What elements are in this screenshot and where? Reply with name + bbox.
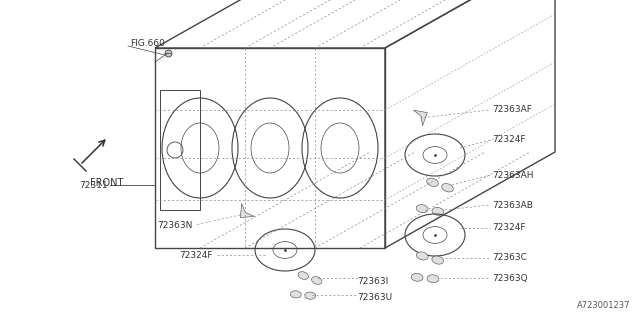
Polygon shape: [413, 110, 428, 126]
Text: 72324F: 72324F: [179, 251, 213, 260]
Text: 72324F: 72324F: [492, 223, 525, 233]
Text: A723001237: A723001237: [577, 301, 630, 310]
Polygon shape: [291, 291, 301, 298]
Text: FRONT: FRONT: [90, 178, 124, 188]
Text: 72363Q: 72363Q: [492, 274, 527, 283]
Text: 72363U: 72363U: [357, 293, 392, 302]
Text: 72324F: 72324F: [492, 135, 525, 145]
Text: 72363AB: 72363AB: [492, 201, 533, 210]
Text: 72363AH: 72363AH: [492, 171, 534, 180]
Polygon shape: [241, 204, 254, 218]
Polygon shape: [432, 207, 444, 215]
Polygon shape: [416, 204, 428, 212]
Polygon shape: [298, 272, 308, 279]
Polygon shape: [305, 292, 316, 299]
Text: 72363AF: 72363AF: [492, 106, 532, 115]
Text: 72363I: 72363I: [357, 277, 388, 286]
Text: 72363N: 72363N: [157, 220, 193, 229]
Polygon shape: [442, 184, 453, 192]
Text: 72363C: 72363C: [492, 253, 527, 262]
Polygon shape: [411, 273, 423, 281]
Polygon shape: [432, 256, 444, 264]
Polygon shape: [427, 178, 438, 187]
Polygon shape: [417, 252, 428, 260]
Polygon shape: [427, 275, 439, 283]
Text: 72311: 72311: [79, 180, 108, 189]
Polygon shape: [312, 276, 322, 284]
Text: FIG.660: FIG.660: [130, 38, 165, 47]
